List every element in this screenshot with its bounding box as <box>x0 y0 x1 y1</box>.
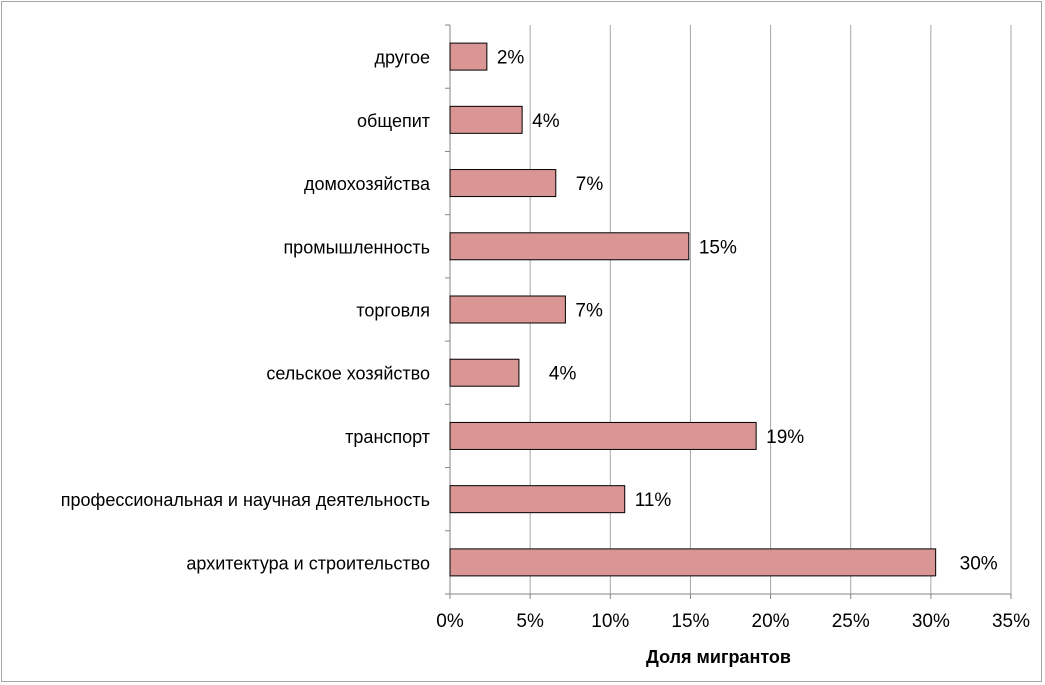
data-label: 4% <box>532 111 560 132</box>
category-label: торговля <box>356 301 430 321</box>
data-label: 4% <box>549 364 577 385</box>
x-tick-label: 35% <box>992 611 1030 632</box>
bar <box>449 105 523 134</box>
category-label: сельское хозяйство <box>266 364 430 384</box>
x-tick-label: 10% <box>591 611 629 632</box>
category-label: промышленность <box>283 237 430 257</box>
bar <box>449 295 566 324</box>
bar <box>449 485 626 514</box>
data-label: 30% <box>960 553 998 574</box>
category-label: общепит <box>357 111 430 131</box>
category-label: другое <box>374 48 430 68</box>
bar <box>449 358 520 387</box>
bar <box>449 421 757 450</box>
data-label: 11% <box>635 490 672 511</box>
x-tick-label: 0% <box>436 611 464 632</box>
category-label: архитектура и строительство <box>186 553 430 573</box>
x-tick-label: 5% <box>516 611 544 632</box>
data-label: 7% <box>576 174 604 195</box>
x-axis-title: Доля мигрантов <box>646 647 791 667</box>
data-label: 2% <box>497 48 525 69</box>
bar <box>449 42 488 71</box>
category-label: транспорт <box>345 427 430 447</box>
x-tick-label: 30% <box>912 611 950 632</box>
category-label: профессиональная и научная деятельность <box>61 490 430 510</box>
data-label: 19% <box>766 427 804 448</box>
bar <box>449 548 937 577</box>
x-tick-label: 15% <box>671 611 709 632</box>
data-label: 15% <box>699 237 737 258</box>
data-label: 7% <box>575 301 603 322</box>
bar <box>449 232 690 261</box>
x-tick-label: 25% <box>832 611 870 632</box>
x-tick-label: 20% <box>752 611 790 632</box>
category-label: домохозяйства <box>304 174 431 194</box>
bar <box>449 169 557 198</box>
